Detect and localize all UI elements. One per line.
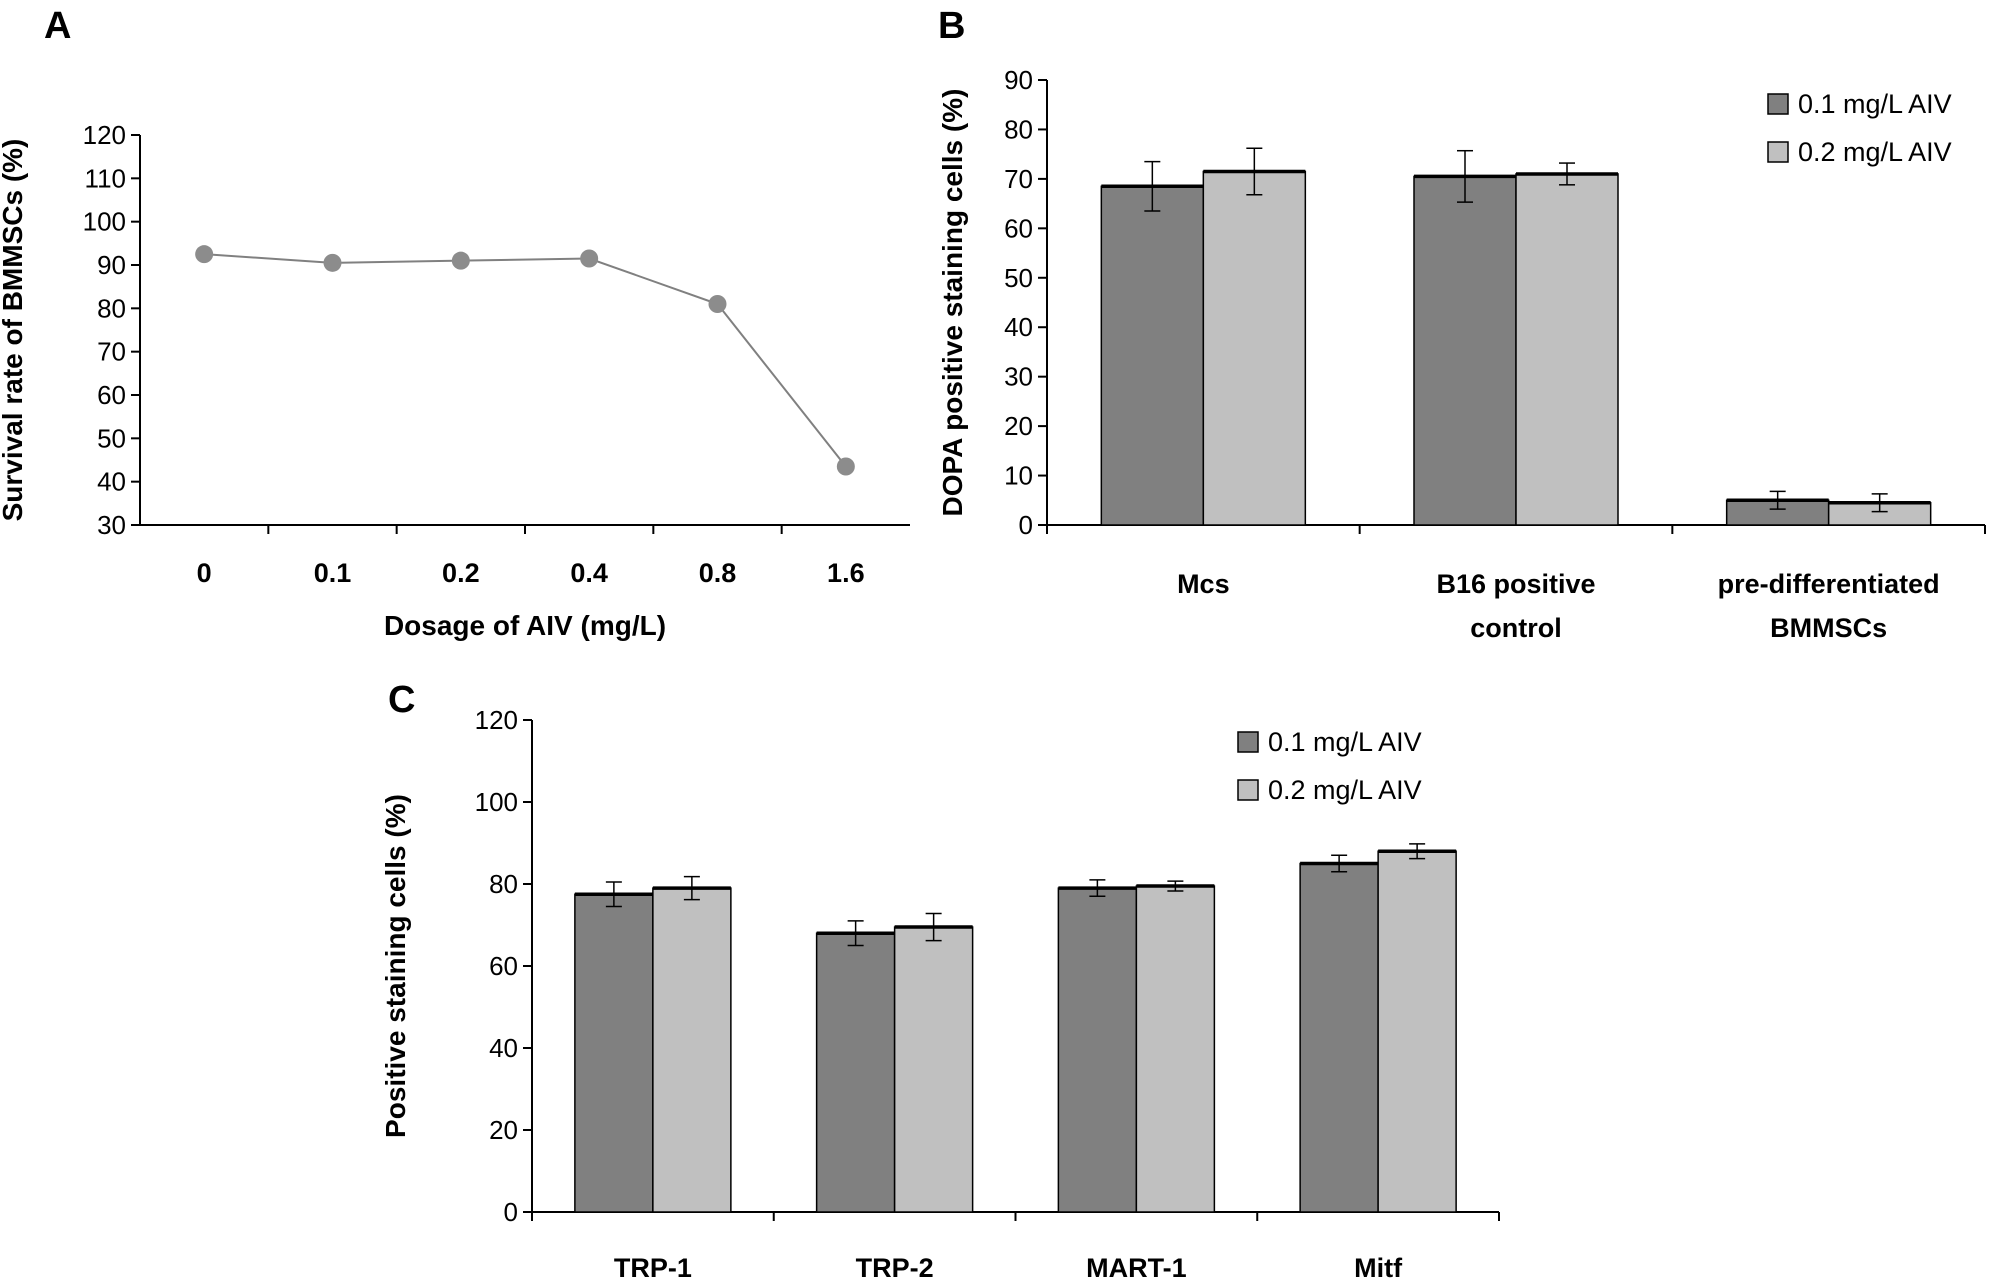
y-tick-label: 0 <box>1019 510 1033 540</box>
bar <box>1377 850 1457 1213</box>
y-tick-label: 120 <box>475 705 518 735</box>
y-tick-label: 20 <box>1004 411 1033 441</box>
y-tick-label: 40 <box>489 1033 518 1063</box>
y-tick-label: 90 <box>1004 65 1033 95</box>
x-category-label: control <box>1470 613 1562 643</box>
x-category-label: TRP-2 <box>856 1253 934 1283</box>
chart-c-staining-bars: 0 20 40 60 80 100 120 Positive staining cells (… <box>380 705 1500 1283</box>
x-tick-label: 0.2 <box>442 558 480 588</box>
y-tick-label: 50 <box>97 423 126 453</box>
series-line <box>204 253 847 468</box>
x-category-label: pre-differentiated <box>1718 569 1940 599</box>
bar <box>815 932 896 1213</box>
legend-label: 0.1 mg/L AIV <box>1798 89 1952 119</box>
bar <box>652 887 732 1213</box>
legend-label: 0.2 mg/L AIV <box>1798 137 1952 167</box>
bar <box>1413 175 1517 526</box>
y-tick-label: 70 <box>1004 164 1033 194</box>
y-tick-label: 100 <box>475 787 518 817</box>
y-tick-label: 20 <box>489 1115 518 1145</box>
y-tick-label: 0 <box>504 1197 518 1227</box>
x-tick-label: 0 <box>197 558 212 588</box>
y-tick-label: 30 <box>97 510 126 540</box>
legend-label: 0.1 mg/L AIV <box>1268 727 1422 757</box>
y-tick-label: 40 <box>97 467 126 497</box>
y-axis-title: DOPA positive staining cells (%) <box>937 89 968 517</box>
data-point <box>195 245 214 264</box>
x-tick-label: 1.6 <box>827 558 865 588</box>
data-point <box>836 457 855 476</box>
y-tick-label: 10 <box>1004 461 1033 491</box>
panel-label-a: A <box>44 5 71 47</box>
legend-swatch <box>1767 141 1789 163</box>
bar <box>1515 173 1619 526</box>
data-point <box>451 251 470 270</box>
bar <box>574 893 654 1213</box>
y-tick-label: 80 <box>1004 114 1033 144</box>
y-tick-label: 120 <box>83 120 126 150</box>
y-tick-label: 60 <box>1004 213 1033 243</box>
bar <box>1100 185 1205 526</box>
y-tick-label: 40 <box>1004 312 1033 342</box>
x-category-label: TRP-1 <box>614 1253 692 1283</box>
y-tick-label: 60 <box>489 951 518 981</box>
chart-b-dopa-bars: 0 10 20 30 40 50 60 70 80 90 DOPA positive stainin… <box>937 65 1986 643</box>
x-axis-title: Dosage of AIV (mg/L) <box>384 610 666 641</box>
panel-label-b: B <box>938 5 965 47</box>
x-category-label: MART-1 <box>1086 1253 1187 1283</box>
y-tick-label: 70 <box>97 337 126 367</box>
data-point <box>708 295 727 313</box>
data-point <box>580 249 599 268</box>
x-category-label: Mitf <box>1354 1253 1403 1283</box>
panel-label-c: C <box>388 679 415 721</box>
bar <box>893 926 974 1213</box>
data-point <box>323 253 342 272</box>
y-tick-label: 110 <box>85 163 126 193</box>
y-tick-label: 60 <box>97 380 126 410</box>
bar <box>1135 885 1216 1213</box>
legend-swatch <box>1237 731 1259 753</box>
legend-swatch <box>1237 779 1259 801</box>
x-category-label: BMMSCs <box>1770 613 1887 643</box>
y-axis-title: Survival rate of BMMSCs (%) <box>0 139 28 522</box>
chart-a-survival-line: 30 40 50 60 70 80 90 100 110 120 Survival rate of … <box>0 120 910 641</box>
y-axis-title: Positive staining cells (%) <box>380 794 411 1138</box>
bar <box>1202 170 1307 526</box>
x-category-label: B16 positive <box>1436 569 1595 599</box>
legend-swatch <box>1767 93 1789 115</box>
legend-label: 0.2 mg/L AIV <box>1268 775 1422 805</box>
x-category-label: Mcs <box>1177 569 1230 599</box>
bar <box>1299 862 1379 1213</box>
x-tick-label: 0.8 <box>699 558 737 588</box>
y-tick-label: 100 <box>83 207 126 237</box>
bar <box>1057 887 1138 1213</box>
y-tick-label: 50 <box>1004 263 1033 293</box>
y-tick-label: 30 <box>1004 362 1033 392</box>
x-tick-label: 0.1 <box>314 558 352 588</box>
y-tick-label: 80 <box>97 293 126 323</box>
x-tick-label: 0.4 <box>570 558 608 588</box>
y-tick-label: 90 <box>97 250 126 280</box>
y-tick-label: 80 <box>489 869 518 899</box>
